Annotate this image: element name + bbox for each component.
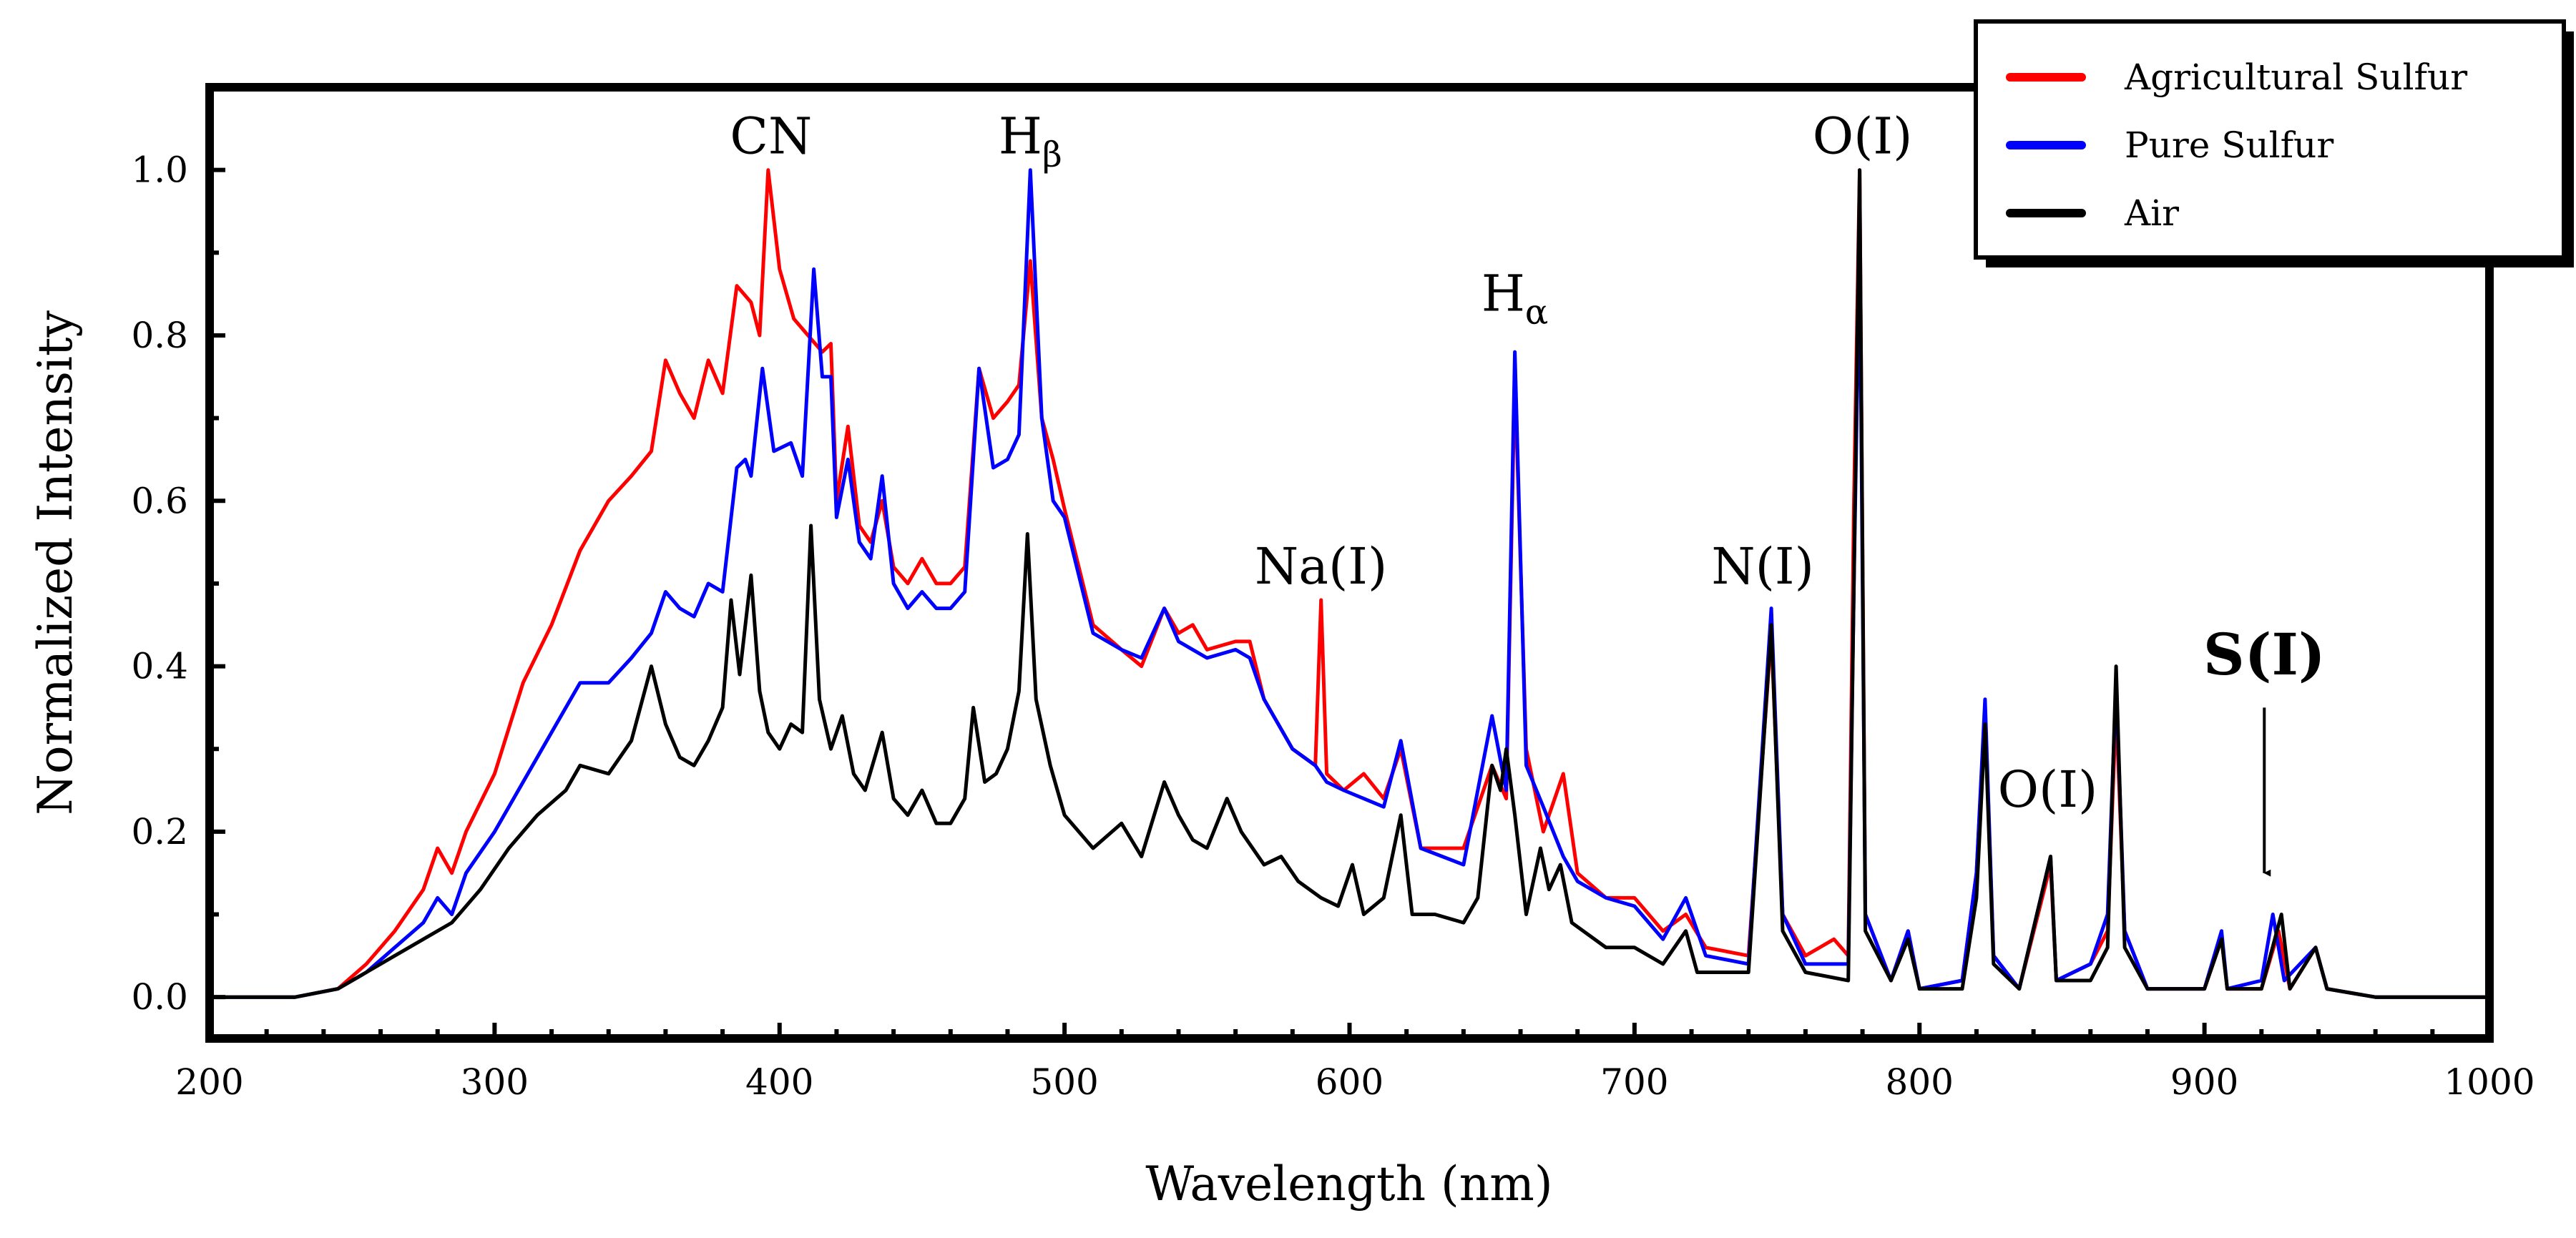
peak-label: O(I) bbox=[1998, 760, 2098, 819]
legend-label: Pure Sulfur bbox=[2125, 124, 2333, 166]
y-tick-label: 0.4 bbox=[131, 646, 188, 687]
peak-label: Hα bbox=[1482, 264, 1548, 332]
tick-layer: 200 300 400 500 600 700 800 900 1000 0.0 0.2 0.4 0.6… bbox=[131, 149, 2535, 1103]
peak-label: N(I) bbox=[1711, 537, 1814, 596]
legend-label: Agricultural Sulfur bbox=[2124, 57, 2467, 98]
y-tick-label: 0.8 bbox=[131, 315, 188, 356]
peak-label: Hβ bbox=[999, 107, 1062, 175]
x-tick-label: 900 bbox=[2170, 1061, 2238, 1103]
legend-box bbox=[1974, 19, 2566, 260]
y-axis-title: Normalized Intensity bbox=[28, 310, 83, 815]
x-axis-title: Wavelength (nm) bbox=[1145, 1156, 1552, 1212]
peak-label: S(I) bbox=[2203, 621, 2326, 688]
y-tick-label: 0.0 bbox=[131, 976, 188, 1018]
peak-label: Na(I) bbox=[1255, 537, 1387, 596]
y-tick-label: 0.2 bbox=[131, 811, 188, 853]
x-tick-label: 800 bbox=[1886, 1061, 1954, 1103]
series-layer bbox=[210, 168, 2489, 999]
x-tick-label: 1000 bbox=[2444, 1061, 2535, 1103]
x-tick-label: 700 bbox=[1600, 1061, 1668, 1103]
series-line-air bbox=[210, 168, 2489, 999]
y-tick-label: 0.6 bbox=[131, 480, 188, 521]
x-tick-label: 500 bbox=[1030, 1061, 1098, 1103]
peak-label: CN bbox=[730, 107, 812, 166]
annotation-layer: CN Hβ Hα Na(I) N(I) O(I) O(I) S(I) bbox=[730, 107, 2326, 877]
x-tick-label: 600 bbox=[1316, 1061, 1384, 1103]
x-tick-label: 300 bbox=[461, 1061, 529, 1103]
x-tick-label: 400 bbox=[745, 1061, 813, 1103]
legend-label: Air bbox=[2124, 192, 2179, 234]
y-tick-label: 1.0 bbox=[131, 149, 188, 191]
legend: Agricultural Sulfur Pure Sulfur Air bbox=[1974, 19, 2574, 267]
peak-label: O(I) bbox=[1813, 107, 1913, 166]
x-tick-label: 200 bbox=[175, 1061, 243, 1103]
